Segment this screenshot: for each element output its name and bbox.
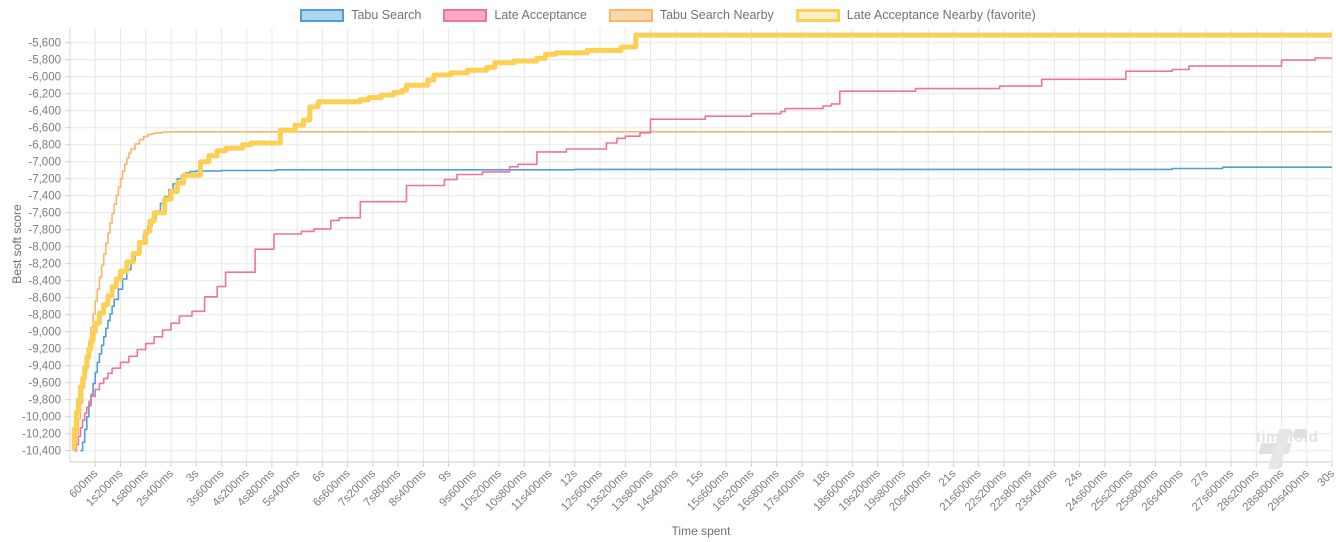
svg-text:-5,800: -5,800 xyxy=(28,55,61,67)
svg-text:-7,000: -7,000 xyxy=(28,157,61,169)
legend-item-tabu-search[interactable]: Tabu Search xyxy=(300,8,421,22)
legend-item-tabu-search-nearby[interactable]: Tabu Search Nearby xyxy=(608,8,774,22)
svg-text:21s: 21s xyxy=(937,467,959,489)
svg-text:12s: 12s xyxy=(558,467,580,489)
svg-text:-8,200: -8,200 xyxy=(28,259,61,271)
chart-legend: Tabu Search Late Acceptance Tabu Search Ne… xyxy=(0,8,1336,22)
legend-swatch-icon xyxy=(795,8,840,22)
svg-text:6s: 6s xyxy=(310,467,327,484)
svg-text:-5,600: -5,600 xyxy=(28,38,61,50)
svg-text:3s: 3s xyxy=(184,467,201,484)
svg-text:-7,400: -7,400 xyxy=(28,191,61,203)
svg-text:-7,800: -7,800 xyxy=(28,225,61,237)
svg-text:-8,000: -8,000 xyxy=(28,242,61,254)
svg-text:-6,400: -6,400 xyxy=(28,106,61,118)
svg-text:-8,400: -8,400 xyxy=(28,276,61,288)
svg-text:15s: 15s xyxy=(685,467,707,489)
legend-label: Tabu Search xyxy=(351,8,422,22)
svg-text:-6,800: -6,800 xyxy=(28,140,61,152)
svg-text:-6,600: -6,600 xyxy=(28,123,61,135)
legend-swatch-icon xyxy=(443,8,488,22)
svg-text:-9,800: -9,800 xyxy=(28,395,61,407)
legend-swatch-icon xyxy=(300,8,345,22)
legend-swatch-icon xyxy=(608,8,653,22)
svg-text:27s: 27s xyxy=(1189,467,1211,489)
svg-text:-10,400: -10,400 xyxy=(22,446,61,458)
svg-text:-10,200: -10,200 xyxy=(22,429,61,441)
series-line-late-acceptance xyxy=(74,57,1332,452)
legend-item-late-acceptance[interactable]: Late Acceptance xyxy=(443,8,587,22)
legend-label: Late Acceptance Nearby (favorite) xyxy=(846,8,1036,22)
svg-text:-8,600: -8,600 xyxy=(28,293,61,305)
gridlines xyxy=(69,28,1333,462)
svg-text:-9,000: -9,000 xyxy=(28,327,61,339)
y-axis-title: Best soft score xyxy=(10,204,24,284)
svg-text:-6,200: -6,200 xyxy=(28,89,61,101)
svg-text:-9,200: -9,200 xyxy=(28,344,61,356)
series-line-tabu-search xyxy=(80,166,1332,452)
svg-text:-9,400: -9,400 xyxy=(28,361,61,373)
svg-text:9s: 9s xyxy=(437,467,454,484)
svg-text:-10,000: -10,000 xyxy=(22,412,61,424)
series-line-late-acceptance-nearby-favorite xyxy=(71,32,1332,451)
x-axis-title: Time spent xyxy=(671,524,731,538)
svg-text:-7,600: -7,600 xyxy=(28,208,61,220)
svg-text:18s: 18s xyxy=(811,467,833,489)
svg-text:-6,000: -6,000 xyxy=(28,72,61,84)
svg-text:-9,600: -9,600 xyxy=(28,378,61,390)
y-axis-tick-labels: -5,600 -5,800 -6,000 -6,200 -6,400 -6,600 -6,8… xyxy=(22,38,61,458)
svg-text:24s: 24s xyxy=(1063,467,1085,489)
svg-text:-8,800: -8,800 xyxy=(28,310,61,322)
svg-text:-7,200: -7,200 xyxy=(28,174,61,186)
svg-text:30s: 30s xyxy=(1316,467,1336,489)
legend-label: Late Acceptance xyxy=(494,8,587,22)
legend-label: Tabu Search Nearby xyxy=(659,8,774,22)
legend-item-late-acceptance-nearby-favorite[interactable]: Late Acceptance Nearby (favorite) xyxy=(795,8,1036,22)
